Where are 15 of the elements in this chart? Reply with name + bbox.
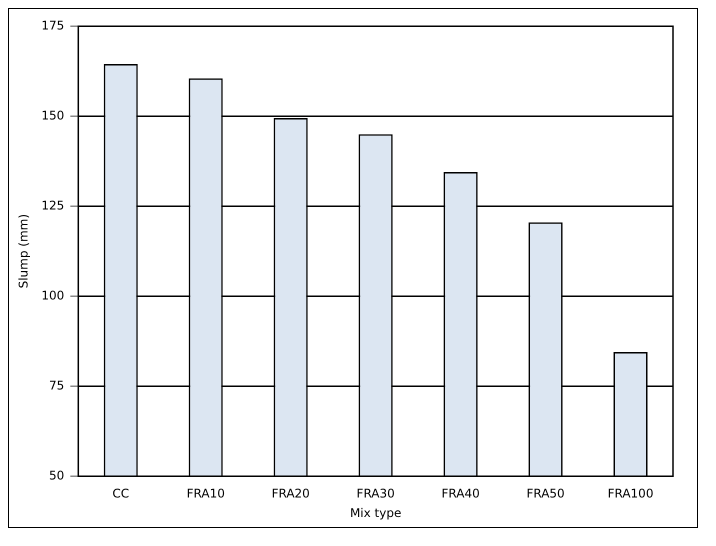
x-axis-title: Mix type xyxy=(350,506,402,520)
y-tick-label: 75 xyxy=(49,378,64,392)
y-axis-title: Slump (mm) xyxy=(16,214,30,288)
x-tick-label: FRA10 xyxy=(186,486,225,501)
x-tick-label: CC xyxy=(112,486,130,501)
x-tick-label: FRA20 xyxy=(272,486,310,501)
y-tick-label: 150 xyxy=(41,108,64,122)
x-tick-label: FRA40 xyxy=(441,486,480,501)
y-tick-label: 175 xyxy=(41,18,64,32)
y-tick-label: 100 xyxy=(41,288,64,302)
y-tick-label: 125 xyxy=(41,198,64,212)
y-tick-label: 50 xyxy=(49,468,64,482)
x-tick-label: FRA100 xyxy=(608,486,654,501)
x-tick-label: FRA30 xyxy=(356,486,395,501)
x-tick-label: FRA50 xyxy=(526,486,565,501)
